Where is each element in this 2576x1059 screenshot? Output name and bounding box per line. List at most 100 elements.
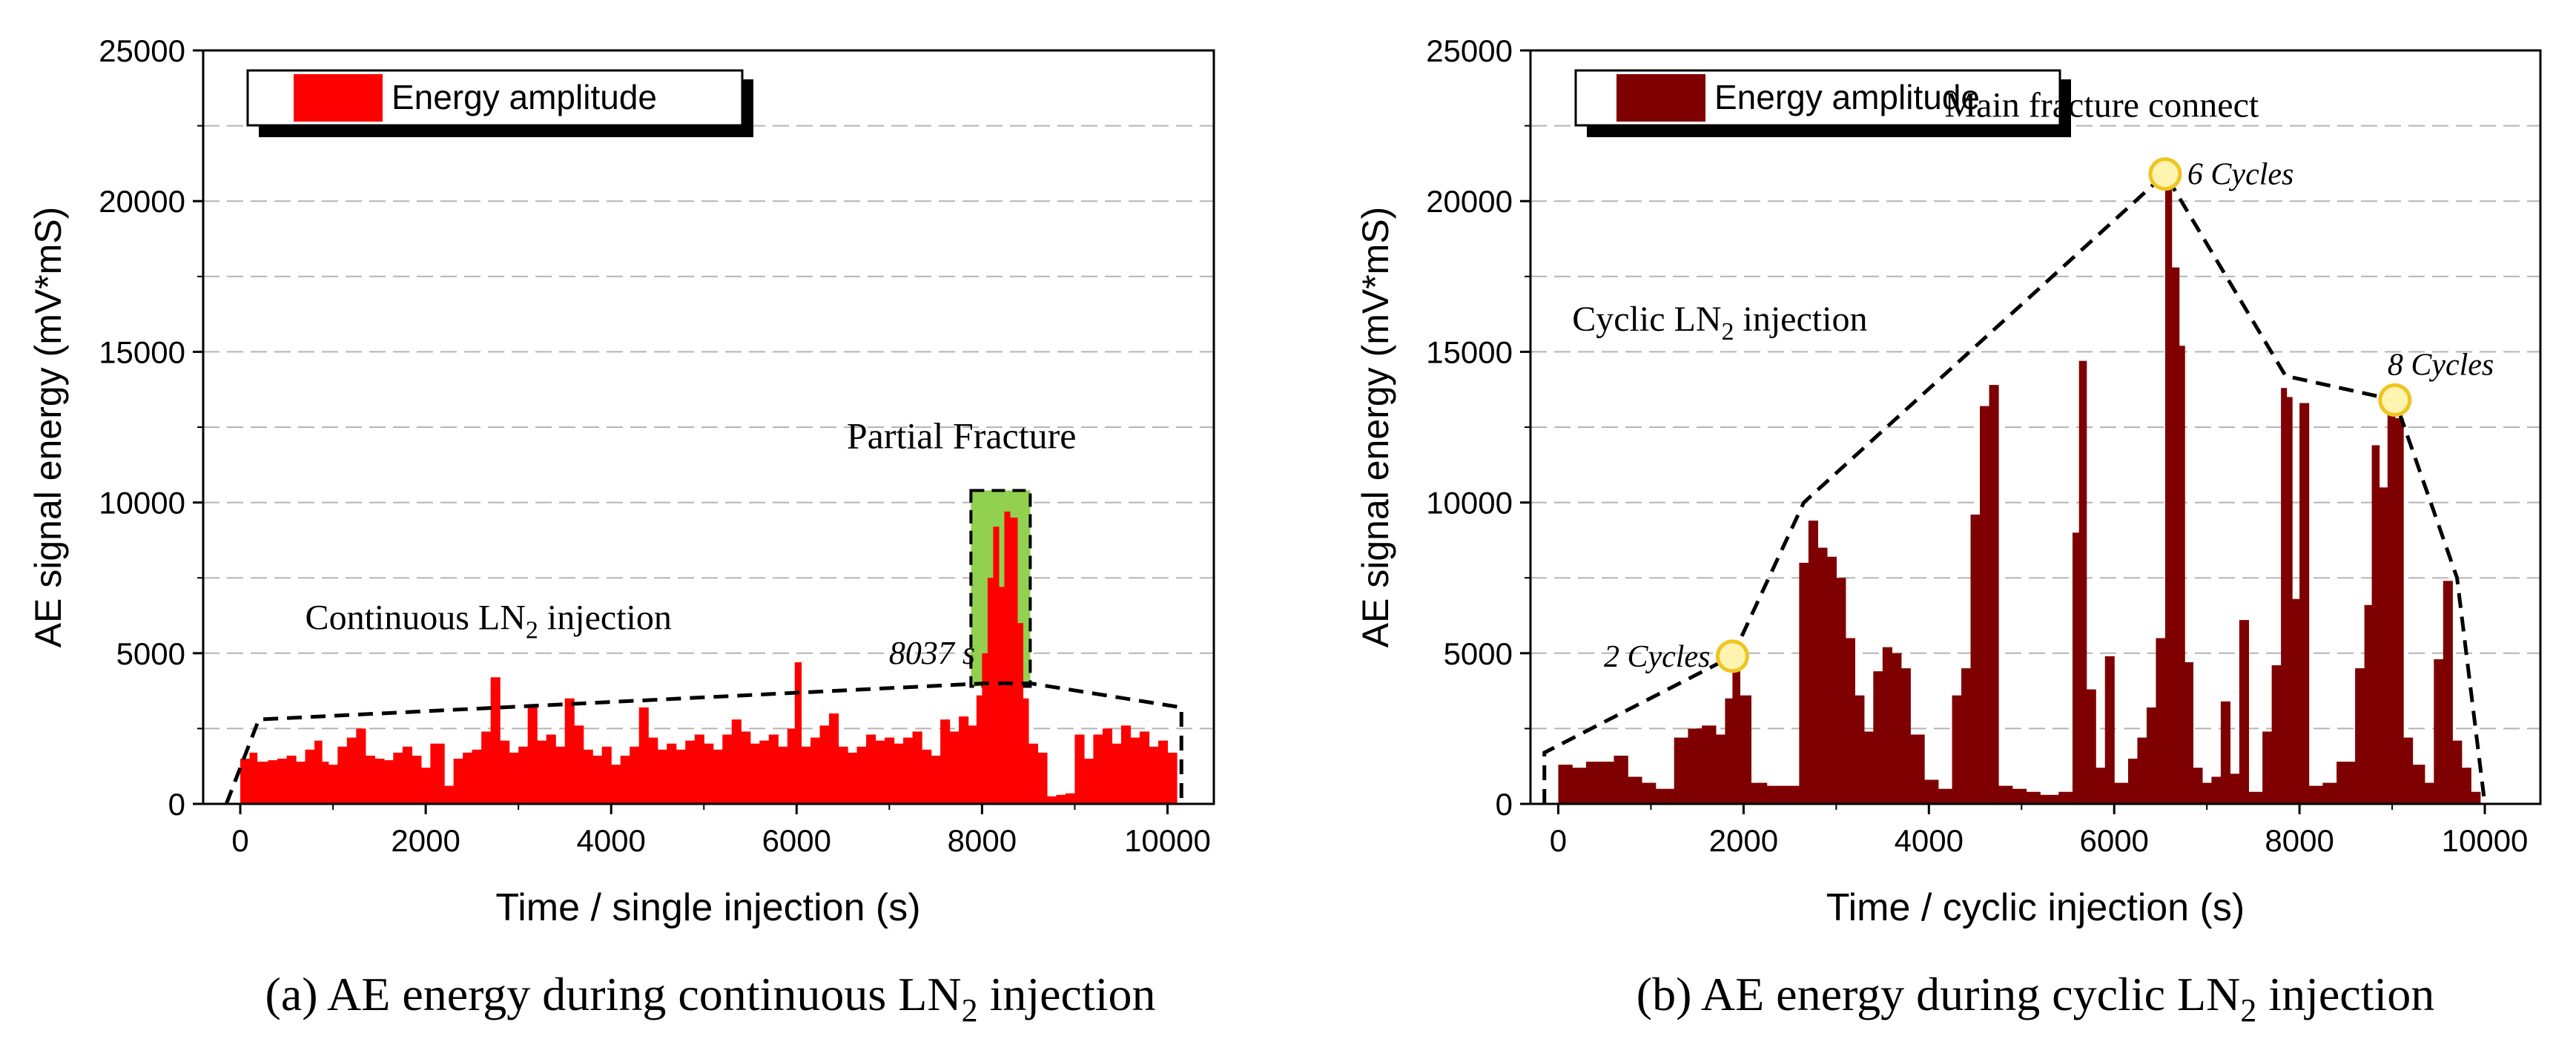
a-bar bbox=[583, 749, 593, 804]
a-bar bbox=[1004, 511, 1011, 804]
b-bar bbox=[1725, 698, 1733, 804]
b-annotation-6-cycles: 6 Cycles bbox=[2187, 158, 2293, 192]
a-bar bbox=[1074, 734, 1085, 804]
a-bar bbox=[694, 734, 704, 804]
a-bar-series bbox=[240, 511, 1178, 804]
b-bar bbox=[1826, 556, 1837, 804]
b-bar bbox=[2202, 782, 2213, 804]
a-bar bbox=[731, 719, 742, 804]
a-bar bbox=[268, 760, 278, 804]
b-bar bbox=[1882, 647, 1892, 804]
a-bar bbox=[778, 746, 788, 804]
a-bar bbox=[1093, 734, 1103, 804]
b-bar bbox=[2096, 768, 2106, 804]
b-bar bbox=[1998, 785, 2013, 804]
b-bar bbox=[2114, 782, 2129, 804]
b-bar bbox=[2026, 791, 2041, 804]
a-bar bbox=[356, 728, 366, 804]
chart-a: 0 2000 4000 6000 8000 10000 0 5000 10000 15000 200… bbox=[27, 33, 1215, 1029]
a-bar bbox=[402, 746, 412, 804]
b-bar bbox=[1952, 695, 1962, 804]
b-bar bbox=[1817, 547, 1828, 804]
a-bar bbox=[430, 743, 445, 804]
b-bar bbox=[1970, 514, 1981, 804]
b-bar bbox=[2434, 659, 2444, 804]
a-bar bbox=[1149, 746, 1159, 804]
a-bar bbox=[741, 731, 751, 804]
a-bar bbox=[527, 707, 538, 804]
a-bar bbox=[346, 737, 357, 804]
cycle-marker bbox=[2378, 383, 2412, 417]
a-bar bbox=[676, 749, 686, 804]
a-bar bbox=[453, 759, 463, 804]
b-bar bbox=[1900, 668, 1911, 804]
a-bar bbox=[463, 752, 473, 804]
b-bar bbox=[2193, 768, 2203, 804]
a-bar bbox=[481, 731, 492, 804]
b-y-tick-label: 5000 bbox=[1444, 636, 1513, 671]
a-bar bbox=[856, 746, 867, 804]
b-bar bbox=[2292, 598, 2300, 804]
a-y-axis-label: AE signal energy (mV*mS) bbox=[27, 207, 69, 648]
a-x-tick-label: 10000 bbox=[1124, 823, 1211, 858]
a-bar bbox=[1120, 725, 1132, 804]
a-bar bbox=[931, 755, 941, 804]
b-bar bbox=[2403, 737, 2414, 804]
a-bar bbox=[794, 662, 802, 804]
a-bar bbox=[564, 698, 575, 804]
b-bar bbox=[2355, 668, 2365, 804]
a-bar bbox=[240, 759, 251, 804]
b-bar bbox=[1845, 638, 1855, 804]
b-bar bbox=[2412, 765, 2425, 804]
a-bar bbox=[787, 728, 796, 804]
b-y-tick-label: 10000 bbox=[1426, 486, 1513, 521]
a-bar bbox=[667, 743, 677, 804]
b-bar bbox=[2461, 768, 2471, 804]
a-caption: (a) AE energy during continuous LN2 inje… bbox=[265, 968, 1156, 1029]
b-y-tick-label: 20000 bbox=[1426, 184, 1513, 219]
b-x-tick-label: 10000 bbox=[2442, 823, 2529, 858]
a-x-tick-label: 8000 bbox=[948, 823, 1017, 858]
a-bar bbox=[601, 746, 612, 804]
a-bar bbox=[1139, 731, 1150, 804]
a-bar bbox=[337, 746, 348, 804]
a-bar bbox=[296, 762, 306, 804]
b-bar bbox=[2184, 662, 2194, 804]
b-bar bbox=[1766, 785, 1786, 804]
b-bar bbox=[2387, 397, 2396, 804]
a-bar bbox=[630, 746, 640, 804]
b-bar bbox=[2146, 707, 2157, 804]
a-x-tick-label: 0 bbox=[231, 823, 248, 858]
a-bar bbox=[322, 762, 329, 804]
b-bar bbox=[1938, 788, 1953, 804]
a-bar bbox=[1028, 743, 1039, 804]
a-bar bbox=[1083, 759, 1094, 804]
b-bar bbox=[2171, 267, 2180, 804]
a-bar bbox=[277, 759, 288, 804]
b-bar bbox=[1808, 520, 1818, 804]
a-bar bbox=[722, 734, 733, 804]
a-bar bbox=[838, 746, 848, 804]
b-legend-swatch bbox=[1616, 74, 1705, 122]
a-y-tick-label: 5000 bbox=[116, 636, 185, 671]
b-y-tick-label: 0 bbox=[1496, 787, 1513, 822]
b-x-axis-label: Time / cyclic injection (s) bbox=[1826, 886, 2245, 929]
b-bar bbox=[1614, 755, 1628, 804]
a-bar bbox=[759, 740, 770, 804]
b-bar-series bbox=[1558, 185, 2481, 804]
a-bar bbox=[328, 765, 338, 804]
b-bar bbox=[2137, 737, 2147, 804]
b-cycle-markers bbox=[1715, 157, 2412, 673]
a-bar bbox=[949, 731, 960, 804]
a-bar bbox=[648, 737, 658, 804]
a-y-tick-label: 10000 bbox=[99, 486, 185, 521]
b-bar bbox=[2248, 791, 2263, 804]
a-bar bbox=[518, 746, 529, 804]
a-bar bbox=[1112, 743, 1122, 804]
a-bar bbox=[829, 713, 839, 804]
a-bar bbox=[1037, 752, 1048, 804]
b-bar bbox=[2078, 360, 2087, 804]
b-legend: Energy amplitude bbox=[1574, 69, 2071, 137]
b-bar bbox=[2211, 776, 2222, 804]
a-bar bbox=[592, 755, 603, 804]
